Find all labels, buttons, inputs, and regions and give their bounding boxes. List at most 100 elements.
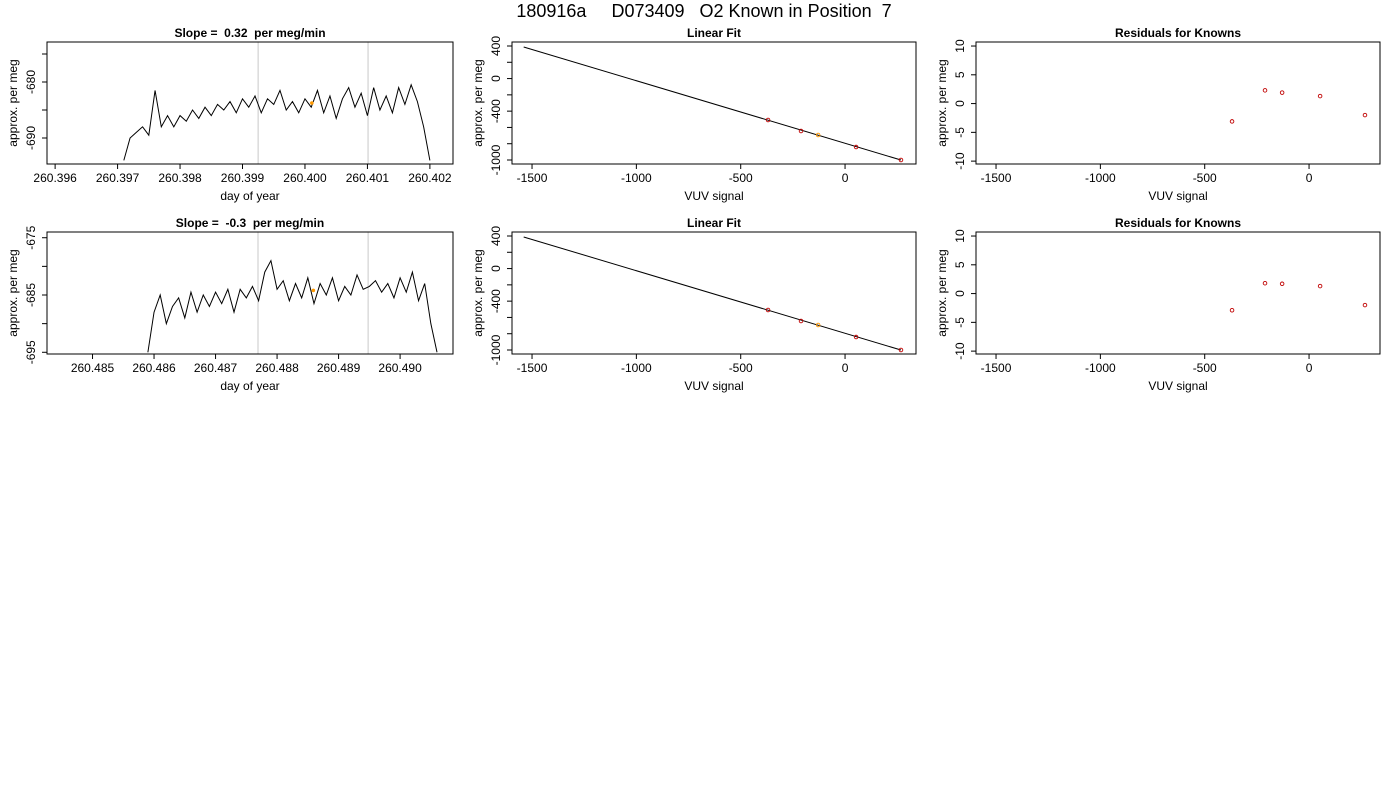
x-axis-label: VUV signal [684, 379, 743, 393]
x-tick-label: -1500 [517, 361, 548, 375]
point [765, 117, 771, 123]
panel-title: Slope = 0.32 per meg/min [174, 26, 325, 40]
point [1262, 280, 1268, 286]
y-tick-label: -690 [24, 126, 38, 150]
point [1317, 283, 1323, 289]
y-axis-label: approx. per meg [6, 59, 20, 146]
plot-area [123, 42, 431, 164]
x-tick-label: 0 [842, 171, 849, 185]
y-tick-label: -10 [953, 342, 967, 360]
x-tick-label: 260.398 [158, 171, 202, 185]
plot-area [147, 232, 438, 354]
x-axis-label: day of year [220, 379, 279, 393]
x-tick-label: -500 [1193, 171, 1217, 185]
x-tick-label: 0 [1306, 361, 1313, 375]
panel-title: Residuals for Knowns [1115, 216, 1241, 230]
plot-frame [511, 231, 917, 355]
x-tick-label: 260.401 [346, 171, 390, 185]
x-tick-label: -1500 [517, 171, 548, 185]
y-axis-label: approx. per meg [471, 249, 485, 336]
x-tick-label: -1500 [981, 171, 1012, 185]
plot-frame [975, 231, 1381, 355]
point [1279, 90, 1285, 95]
y-tick-label: 400 [489, 226, 503, 246]
plot-area [1229, 280, 1368, 313]
y-tick-label: -1000 [489, 144, 503, 175]
plot-frame [975, 41, 1381, 165]
data-line [147, 259, 438, 353]
panel-title: Linear Fit [687, 26, 741, 40]
x-tick-label: 260.402 [408, 171, 452, 185]
plot-area [1229, 88, 1368, 124]
x-axis-label: VUV signal [684, 189, 743, 203]
x-tick-label: 260.399 [221, 171, 265, 185]
fit-line [523, 46, 902, 161]
y-tick-label: -685 [24, 283, 38, 307]
y-tick-label: 0 [953, 290, 967, 297]
data-line [123, 83, 431, 161]
y-tick-label: -10 [953, 152, 967, 170]
point [1229, 119, 1235, 124]
x-tick-label: 260.485 [71, 361, 115, 375]
point [1279, 281, 1285, 287]
plot-area [523, 236, 904, 353]
y-tick-label: 0 [953, 100, 967, 107]
y-axis-label: approx. per meg [935, 249, 949, 336]
y-tick-label: 0 [489, 75, 503, 82]
x-tick-label: 260.397 [96, 171, 140, 185]
x-tick-label: -500 [729, 361, 753, 375]
x-tick-label: 260.490 [378, 361, 422, 375]
y-tick-label: 10 [953, 229, 967, 243]
point [798, 318, 804, 324]
x-tick-label: 260.396 [33, 171, 77, 185]
plot-frame [46, 231, 454, 355]
x-tick-label: -1000 [621, 171, 652, 185]
y-tick-label: 0 [489, 265, 503, 272]
point [853, 334, 859, 340]
point [1317, 93, 1323, 99]
panel-title: Residuals for Knowns [1115, 26, 1241, 40]
point [815, 322, 821, 328]
point [798, 128, 804, 134]
plot-area [523, 46, 904, 163]
point [815, 132, 821, 138]
point [853, 144, 859, 150]
plot-frame [46, 41, 454, 165]
x-tick-label: -1000 [1085, 361, 1116, 375]
x-tick-label: 260.400 [283, 171, 327, 185]
point [1362, 302, 1368, 308]
point [898, 347, 904, 353]
highlight-point [311, 288, 316, 293]
point [898, 157, 904, 163]
y-tick-label: -5 [953, 127, 967, 138]
point [765, 307, 771, 313]
x-axis-label: day of year [220, 189, 279, 203]
plot-frame [511, 41, 917, 165]
x-tick-label: 260.488 [255, 361, 299, 375]
y-tick-label: -400 [489, 99, 503, 123]
y-axis-label: approx. per meg [471, 59, 485, 146]
y-tick-label: -5 [953, 317, 967, 328]
y-tick-label: -695 [24, 340, 38, 364]
x-tick-label: -1500 [981, 361, 1012, 375]
point [1229, 308, 1235, 313]
x-axis-label: VUV signal [1148, 189, 1207, 203]
y-axis-label: approx. per meg [935, 59, 949, 146]
y-tick-label: -675 [24, 225, 38, 249]
figure-title: 180916a D073409 O2 Known in Position 7 [516, 1, 891, 21]
x-tick-label: -500 [729, 171, 753, 185]
y-tick-label: 5 [953, 261, 967, 268]
y-tick-label: -680 [24, 70, 38, 94]
y-tick-label: 10 [953, 39, 967, 53]
x-tick-label: 0 [1306, 171, 1313, 185]
highlight-point [310, 101, 314, 105]
point [1262, 88, 1268, 93]
x-tick-label: -1000 [621, 361, 652, 375]
x-tick-label: 260.487 [194, 361, 238, 375]
y-axis-label: approx. per meg [6, 249, 20, 336]
x-tick-label: 260.489 [317, 361, 361, 375]
x-tick-label: 260.486 [132, 361, 176, 375]
x-tick-label: -1000 [1085, 171, 1116, 185]
panel-title: Linear Fit [687, 216, 741, 230]
